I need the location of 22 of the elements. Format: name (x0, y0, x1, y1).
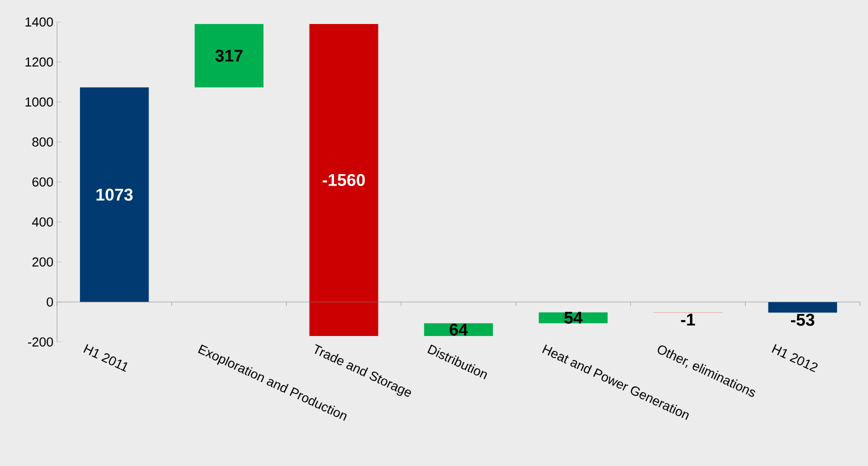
y-tick-label: 400 (32, 217, 53, 227)
x-tick-label: H1 2011 (83, 344, 128, 372)
data-label: -1560 (322, 174, 365, 186)
y-tick-label: 800 (32, 137, 53, 147)
data-label: 1073 (96, 188, 133, 201)
x-tick-label: H1 2012 (772, 344, 818, 372)
y-tick-label: 600 (32, 177, 53, 187)
y-tick-label: 1200 (26, 57, 53, 67)
bar (80, 87, 149, 302)
y-tick-label: 1000 (26, 97, 53, 107)
bar (309, 24, 378, 336)
y-tick-label: -200 (28, 337, 53, 347)
data-label: 64 (450, 324, 468, 336)
y-tick-label: 1400 (26, 17, 53, 27)
data-label: -1 (681, 314, 696, 326)
data-label: 54 (564, 312, 583, 324)
y-tick-label: 200 (32, 257, 53, 267)
bar (194, 24, 264, 88)
y-tick-label: 0 (46, 297, 53, 307)
data-label: -53 (791, 314, 814, 326)
bar (768, 302, 838, 313)
data-label: 317 (215, 50, 243, 62)
